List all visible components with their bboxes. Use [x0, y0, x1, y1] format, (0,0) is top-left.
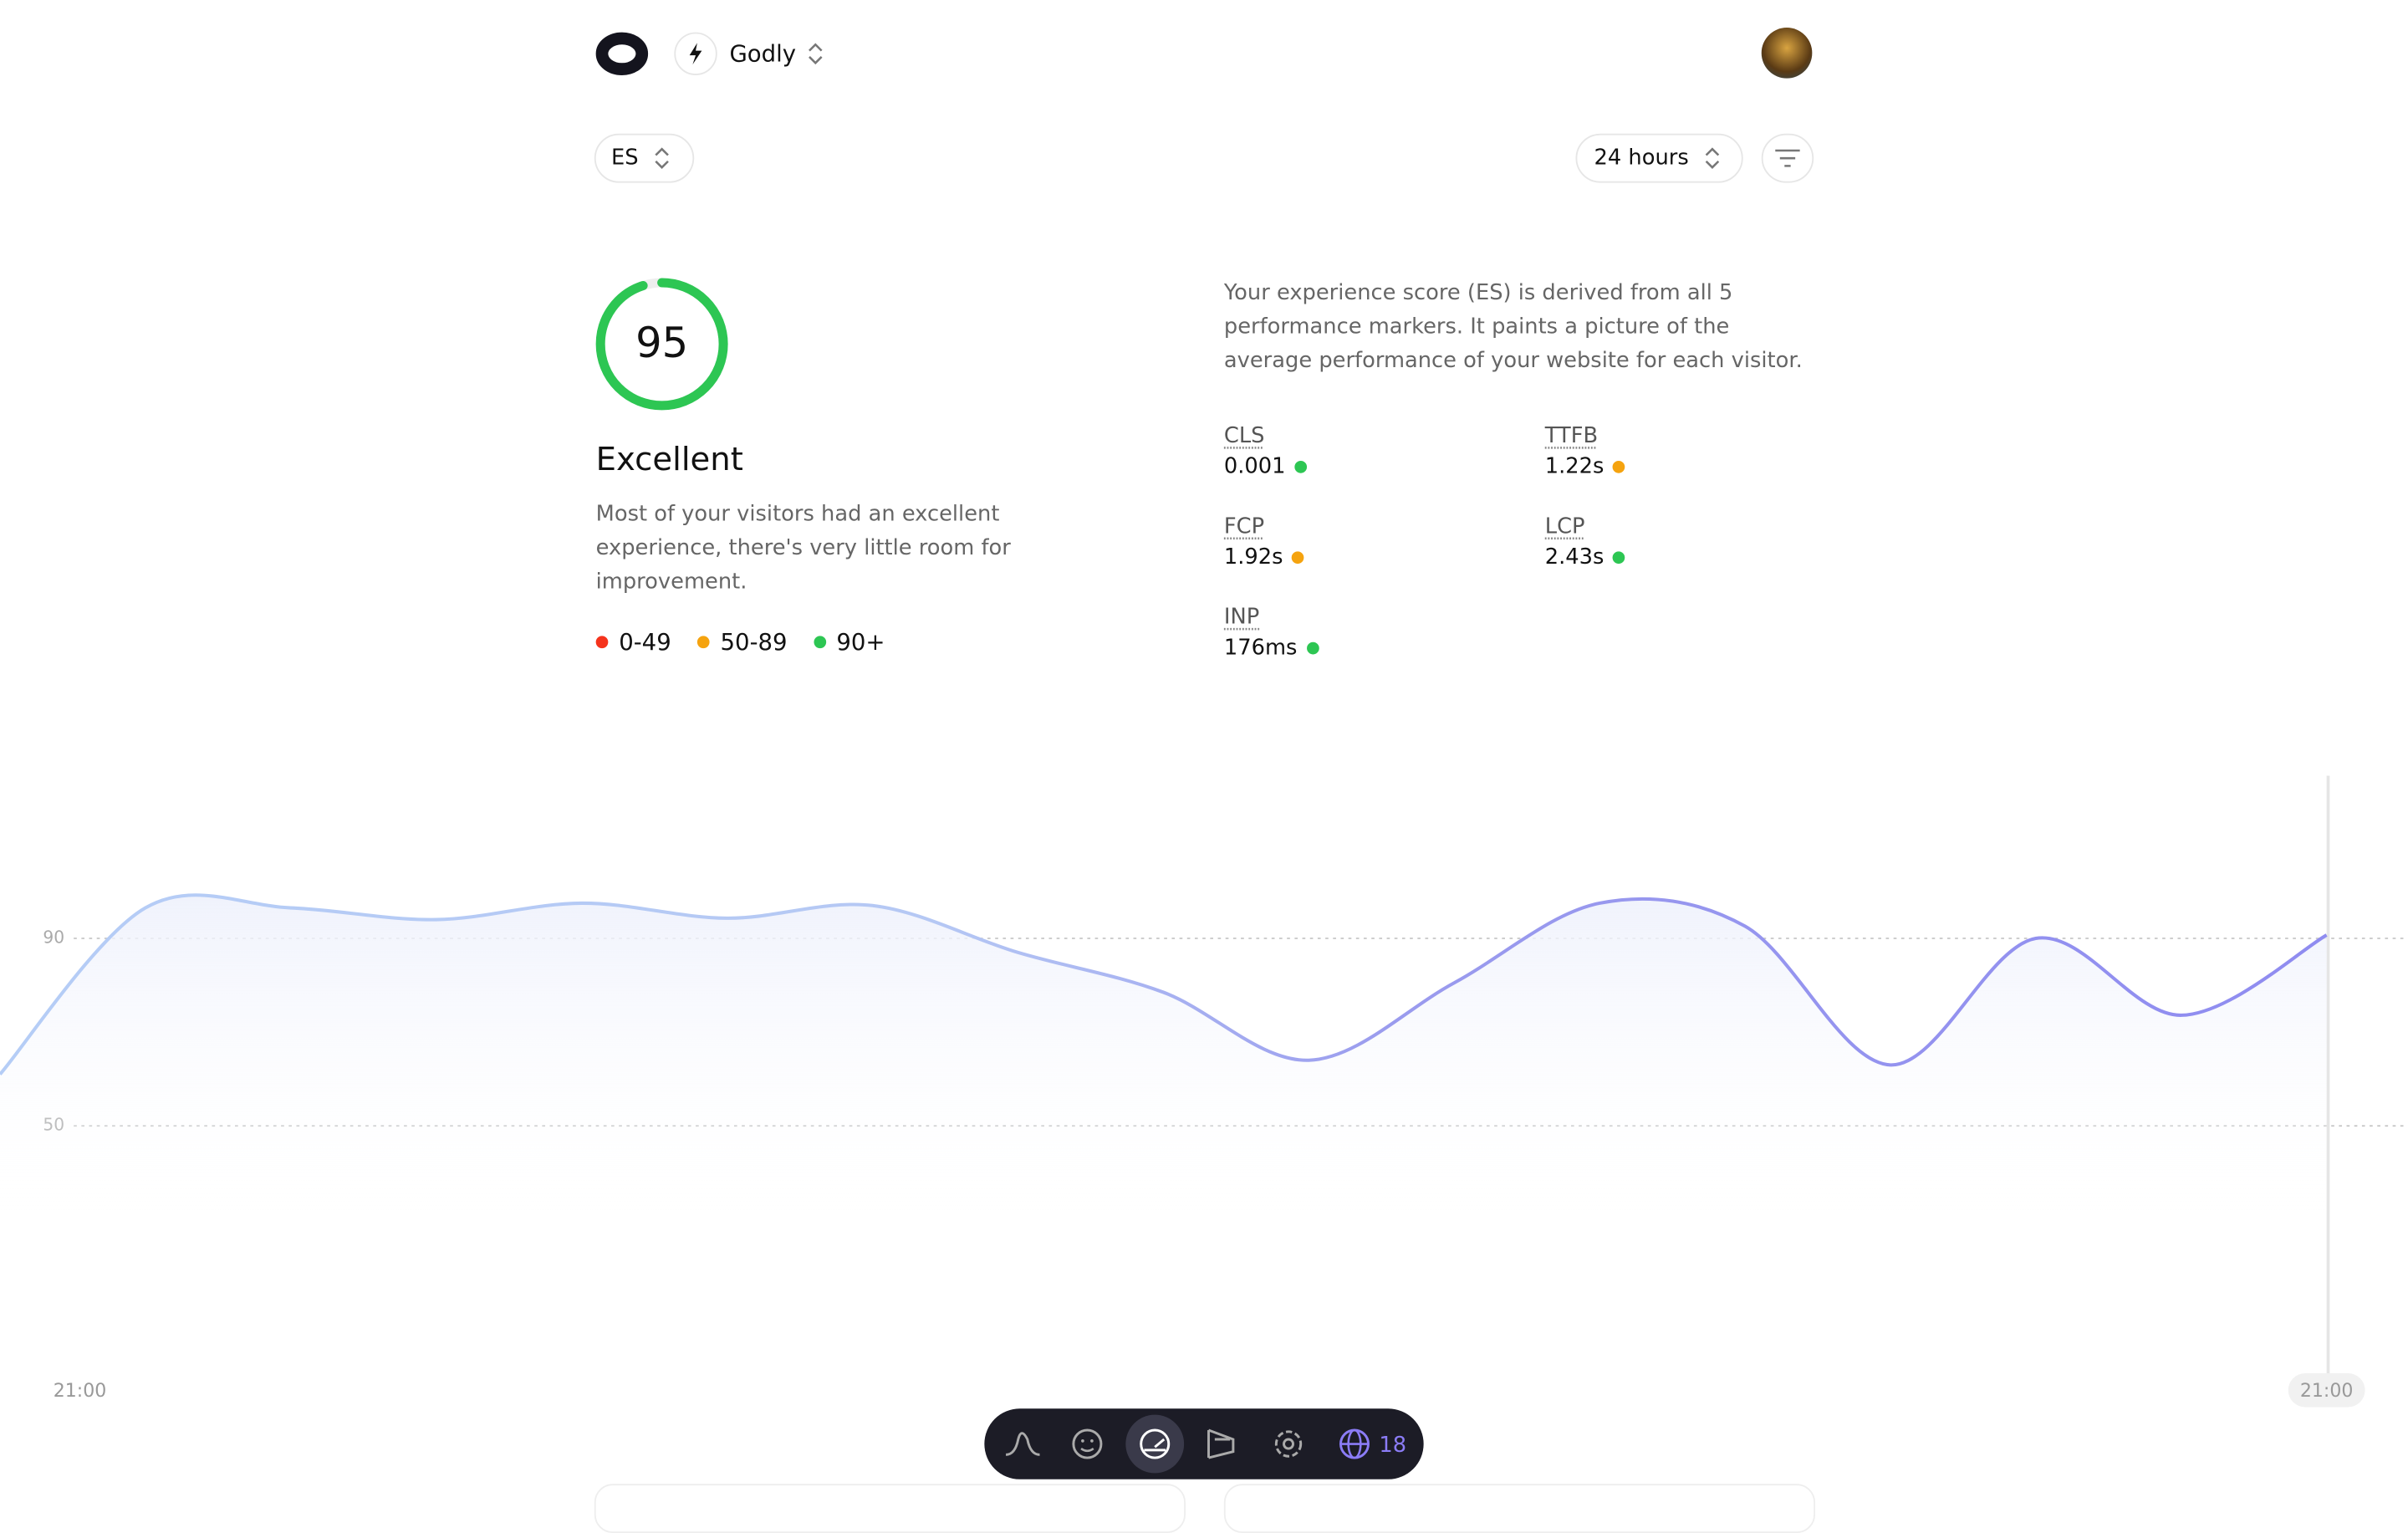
x-tick-label: 21:00	[2300, 1381, 2354, 1402]
x-tick-label: 21:00	[54, 1381, 106, 1402]
dock-badge: 18	[1379, 1433, 1406, 1458]
dock-icon-globe[interactable]	[1340, 1430, 1368, 1458]
card	[1224, 1484, 1815, 1533]
dock-icon-speed[interactable]	[1125, 1415, 1184, 1474]
line-area	[0, 895, 2327, 1214]
dock-icon-campaigns[interactable]	[1209, 1430, 1233, 1458]
dock-icon-traffic[interactable]	[1006, 1433, 1039, 1455]
dock-icon-settings[interactable]	[1276, 1432, 1300, 1456]
dock-icon-events[interactable]	[1074, 1430, 1101, 1458]
y-tick-label: 90	[43, 927, 64, 947]
card	[594, 1484, 1186, 1533]
dock: 18	[984, 1408, 1423, 1479]
